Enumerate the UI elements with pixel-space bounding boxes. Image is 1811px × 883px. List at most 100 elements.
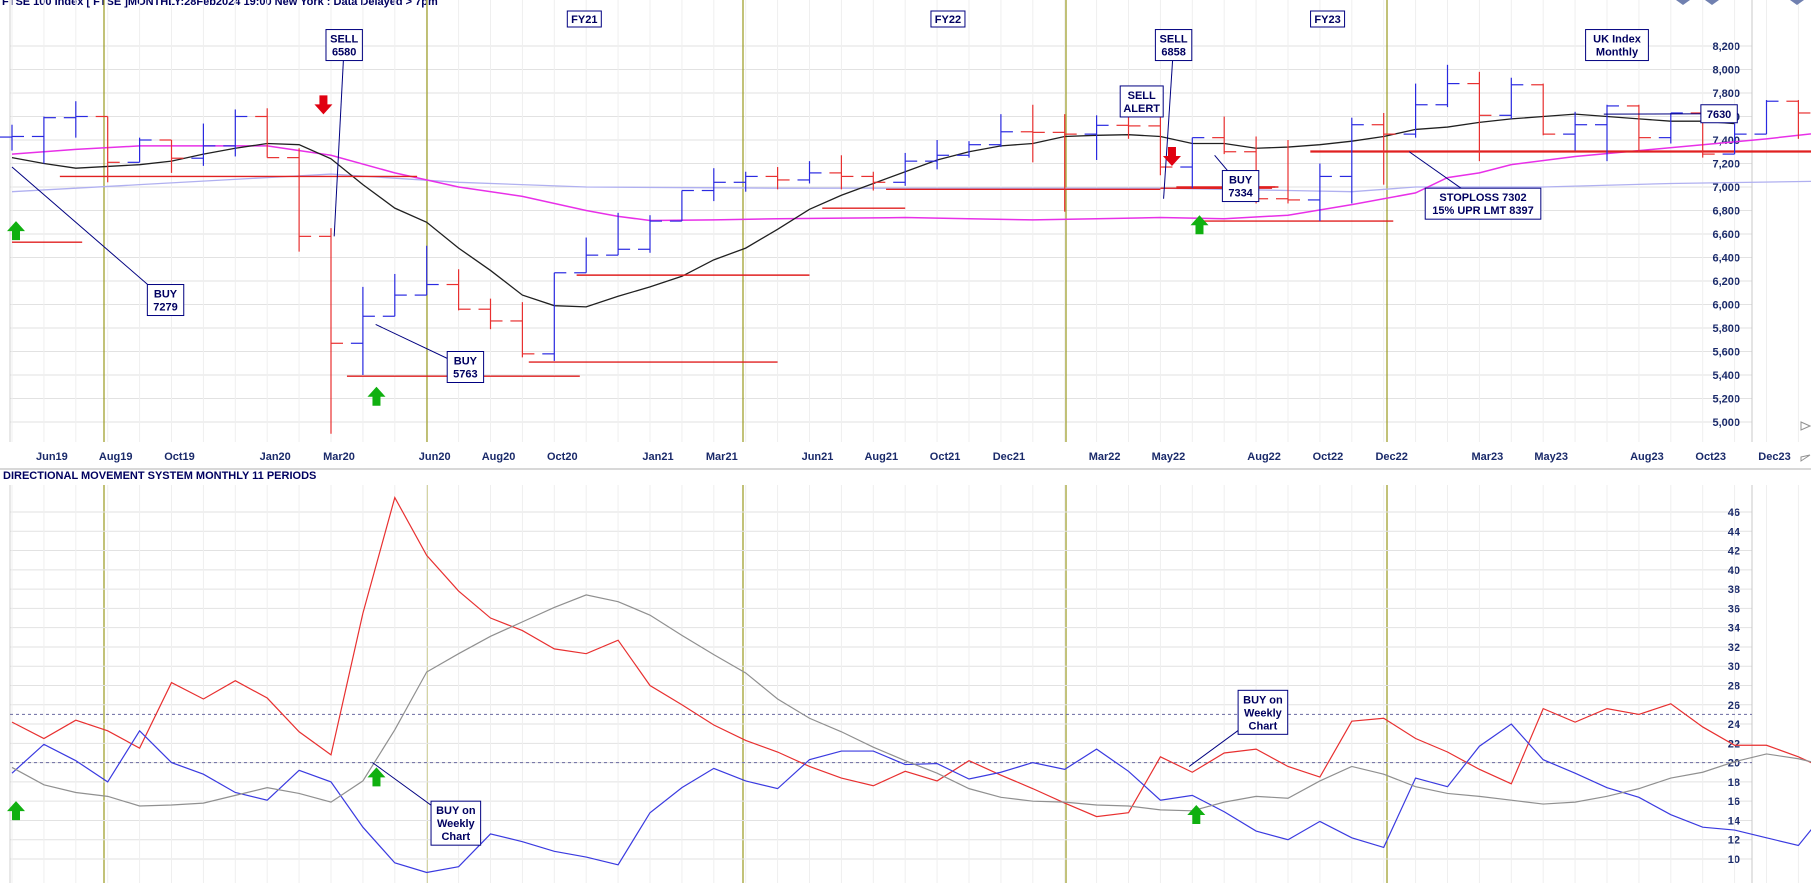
y-tick-label: 7,200 — [1712, 159, 1740, 171]
indicator-title: DIRECTIONAL MOVEMENT SYSTEM MONTHLY 11 P… — [3, 470, 317, 482]
y-tick-label: 8,200 — [1712, 41, 1740, 53]
price-annotation-text: 7279 — [153, 302, 177, 314]
dmi-y-tick-label: 36 — [1728, 603, 1740, 615]
scroll-right-icon — [1790, 0, 1804, 5]
ohlc-bar — [1339, 117, 1364, 204]
y-tick-label: 6,800 — [1712, 206, 1740, 218]
ohlc-bar — [1371, 112, 1396, 185]
ohlc-bar — [957, 141, 981, 158]
x-tick-label: Dec21 — [993, 451, 1025, 463]
ohlc-bar — [319, 228, 343, 434]
ohlc-bar — [287, 148, 312, 252]
dmi-y-tick-label: 12 — [1728, 835, 1740, 847]
dmi-annotation-text: BUY on — [1243, 694, 1283, 706]
price-annotation-text: Monthly — [1596, 47, 1639, 59]
price-annotation-text: BUY — [1229, 175, 1253, 187]
dmi-annotation-box — [430, 800, 482, 846]
price-annotation-text: 6858 — [1161, 47, 1185, 59]
price-annotation-text: 15% UPR LMT 8397 — [1432, 205, 1533, 217]
dmi-y-tick-label: 42 — [1728, 546, 1740, 558]
ohlc-bar — [893, 152, 918, 186]
x-tick-label: Jun19 — [36, 451, 68, 463]
y-tick-label: 5,000 — [1712, 417, 1740, 429]
dmi-y-tick-label: 10 — [1728, 854, 1740, 866]
fy-label-box — [566, 10, 602, 28]
ohlc-bar — [638, 215, 662, 253]
price-annotation-text: ALERT — [1123, 103, 1160, 115]
price-annotation-text: 7630 — [1707, 109, 1731, 121]
dmi-annotation-text: Chart — [1249, 720, 1278, 732]
fy-label: FY22 — [935, 14, 961, 26]
buy-arrow-icon — [367, 767, 386, 787]
y-tick-label: 6,200 — [1712, 276, 1740, 288]
x-tick-label: Jan21 — [642, 451, 673, 463]
dmi-annotation-box — [1237, 689, 1289, 735]
axis-arrow-icon — [1800, 454, 1811, 462]
ohlc-bar — [1467, 71, 1492, 162]
ohlc-bar — [350, 286, 375, 375]
ohlc-bar — [669, 189, 694, 222]
y-tick-label: 5,200 — [1712, 394, 1740, 406]
ohlc-bar — [478, 298, 503, 330]
dmi-y-tick-label: 32 — [1728, 642, 1740, 654]
x-tick-label: Oct22 — [1313, 451, 1344, 463]
ohlc-bar — [1180, 137, 1205, 189]
ohlc-bar — [414, 245, 439, 296]
fy-label: FY23 — [1314, 14, 1340, 26]
dmi-annotation-text: Weekly — [1244, 707, 1283, 719]
ohlc-bar — [127, 137, 152, 163]
x-tick-label: Jun21 — [802, 451, 834, 463]
y-tick-label: 5,800 — [1712, 323, 1740, 335]
ohlc-bar — [829, 155, 854, 190]
fy-label: FY21 — [571, 14, 597, 26]
x-tick-label: Dec23 — [1758, 451, 1790, 463]
price-annotation-text: STOPLOSS 7302 — [1439, 192, 1526, 204]
ohlc-bar — [1626, 104, 1651, 152]
x-tick-label: Mar20 — [323, 451, 355, 463]
ohlc-bar — [31, 116, 56, 164]
price-annotation-box — [1424, 187, 1542, 220]
ohlc-bar — [1658, 112, 1683, 144]
axis-arrow-icon — [1800, 421, 1811, 431]
ohlc-bar — [701, 168, 726, 202]
price-annotation-text: BUY — [154, 289, 178, 301]
ohlc-bar — [1435, 64, 1460, 108]
buy-arrow-icon — [1190, 215, 1209, 235]
ohlc-bar — [1403, 83, 1428, 138]
sell-arrow-icon — [1162, 147, 1181, 167]
ohlc-bar — [1276, 140, 1300, 204]
ohlc-bar — [861, 171, 886, 191]
dmi-y-tick-label: 28 — [1728, 681, 1740, 693]
ohlc-bar — [765, 167, 790, 190]
ohlc-bar — [63, 101, 88, 138]
dmi-series-line-2 — [11, 594, 1811, 812]
ohlc-bar — [159, 139, 184, 173]
price-annotation-box — [325, 29, 363, 62]
dmi-series-line-0 — [11, 495, 1811, 818]
ohlc-bar — [574, 237, 599, 274]
scroll-left-icon — [1676, 0, 1690, 5]
price-annotation-leader — [333, 45, 345, 237]
buy-arrow-icon — [7, 801, 25, 821]
buy-arrow-icon — [1187, 805, 1206, 825]
x-tick-label: Oct21 — [930, 451, 961, 463]
price-annotation-box — [146, 284, 185, 317]
x-tick-label: May22 — [1152, 451, 1186, 463]
x-tick-label: Oct23 — [1695, 451, 1726, 463]
dmi-y-tick-label: 46 — [1728, 507, 1740, 519]
dmi-series-line-1 — [11, 723, 1811, 874]
y-tick-label: 6,400 — [1712, 253, 1740, 265]
y-tick-label: 8,000 — [1712, 65, 1740, 77]
x-tick-label: Aug20 — [482, 451, 516, 463]
fy-label-box — [1310, 10, 1346, 28]
dmi-annotation-text: Chart — [441, 831, 470, 843]
ohlc-bar — [1052, 114, 1077, 212]
price-annotation-text: UK Index — [1593, 34, 1642, 46]
ohlc-bar — [1212, 116, 1237, 155]
price-annotation-text: BUY — [454, 356, 478, 368]
dmi-y-tick-label: 38 — [1728, 584, 1740, 596]
dmi-y-tick-label: 26 — [1728, 700, 1740, 712]
price-annotation-text: SELL — [330, 34, 358, 46]
price-annotation-text: SELL — [1128, 90, 1156, 102]
